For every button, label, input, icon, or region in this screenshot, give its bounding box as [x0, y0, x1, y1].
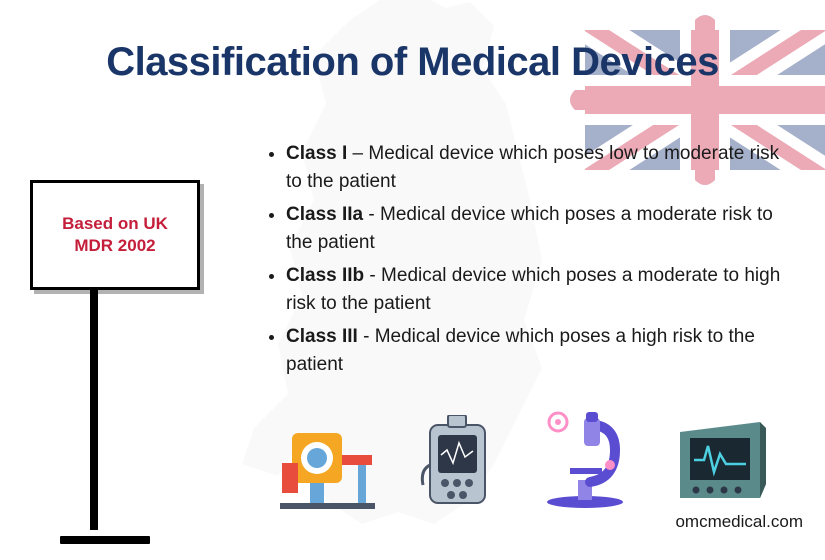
list-item: Class I – Medical device which poses low… [286, 140, 800, 195]
list-item: Class IIb - Medical device which poses a… [286, 262, 800, 317]
class-sep: - [358, 326, 375, 347]
sign-line-1: Based on UK [62, 214, 168, 233]
list-item: Class IIa - Medical device which poses a… [286, 201, 800, 256]
insulin-pump-icon [415, 415, 500, 510]
class-sep: - [363, 204, 380, 225]
classification-list: Class I – Medical device which poses low… [260, 140, 800, 384]
class-name: Class I [286, 143, 347, 164]
device-icons-row [280, 410, 770, 510]
class-name: Class IIb [286, 265, 364, 286]
sign-board: Based on UK MDR 2002 [30, 180, 200, 290]
class-name: Class III [286, 326, 358, 347]
class-sep: – [347, 143, 368, 164]
class-name: Class IIa [286, 204, 363, 225]
list-item: Class III - Medical device which poses a… [286, 323, 800, 378]
sign-base [60, 536, 150, 544]
ct-scanner-icon [280, 425, 375, 510]
sign-line-2: MDR 2002 [74, 236, 155, 255]
patient-monitor-icon [670, 420, 770, 510]
page-title: Classification of Medical Devices [106, 40, 719, 85]
website-label: omcmedical.com [675, 512, 803, 532]
regulation-sign: Based on UK MDR 2002 [30, 180, 200, 530]
sign-post [90, 290, 98, 530]
microscope-icon [540, 410, 630, 510]
sign-text: Based on UK MDR 2002 [54, 205, 176, 265]
class-sep: - [364, 265, 381, 286]
